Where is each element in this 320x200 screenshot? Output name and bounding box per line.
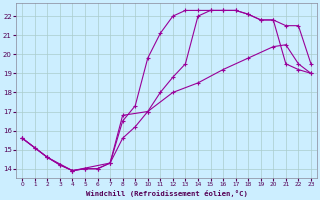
X-axis label: Windchill (Refroidissement éolien,°C): Windchill (Refroidissement éolien,°C) xyxy=(86,190,248,197)
